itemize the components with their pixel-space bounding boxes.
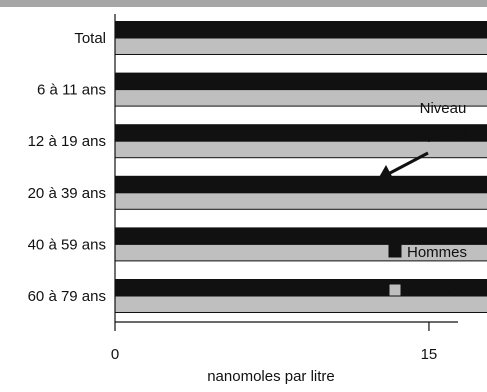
bar-hommes-3 bbox=[114, 175, 487, 194]
bar-femmes-3 bbox=[114, 192, 487, 210]
category-label: 40 à 59 ans bbox=[28, 236, 106, 253]
optimal-label-line2: optimal bbox=[419, 126, 467, 143]
legend-label-hommes: Hommes bbox=[407, 244, 467, 261]
category-label: 12 à 19 ans bbox=[28, 133, 106, 150]
bar-femmes-0 bbox=[114, 37, 487, 55]
arrow-head bbox=[378, 165, 394, 180]
category-label: 6 à 11 ans bbox=[37, 82, 106, 99]
x-tick-label: 15 bbox=[421, 346, 438, 363]
category-label: Total bbox=[74, 30, 106, 47]
legend-swatch-femmes bbox=[388, 283, 402, 297]
category-label: 20 à 39 ans bbox=[28, 185, 106, 202]
top-rule bbox=[0, 0, 487, 7]
bar-hommes-4 bbox=[114, 227, 487, 245]
legend-swatch-hommes bbox=[388, 244, 402, 258]
arrow-shaft bbox=[389, 151, 429, 175]
x-tick-label: 0 bbox=[111, 346, 119, 363]
x-axis-title: nanomoles par litre bbox=[207, 368, 335, 385]
category-label: 60 à 79 ans bbox=[28, 288, 106, 305]
bar-femmes-2 bbox=[114, 140, 487, 159]
bar-hommes-1 bbox=[114, 72, 487, 91]
optimal-label-line1: Niveau bbox=[420, 100, 467, 117]
bar-hommes-0 bbox=[114, 21, 487, 39]
legend-label-femmes: Femmes bbox=[407, 283, 465, 300]
